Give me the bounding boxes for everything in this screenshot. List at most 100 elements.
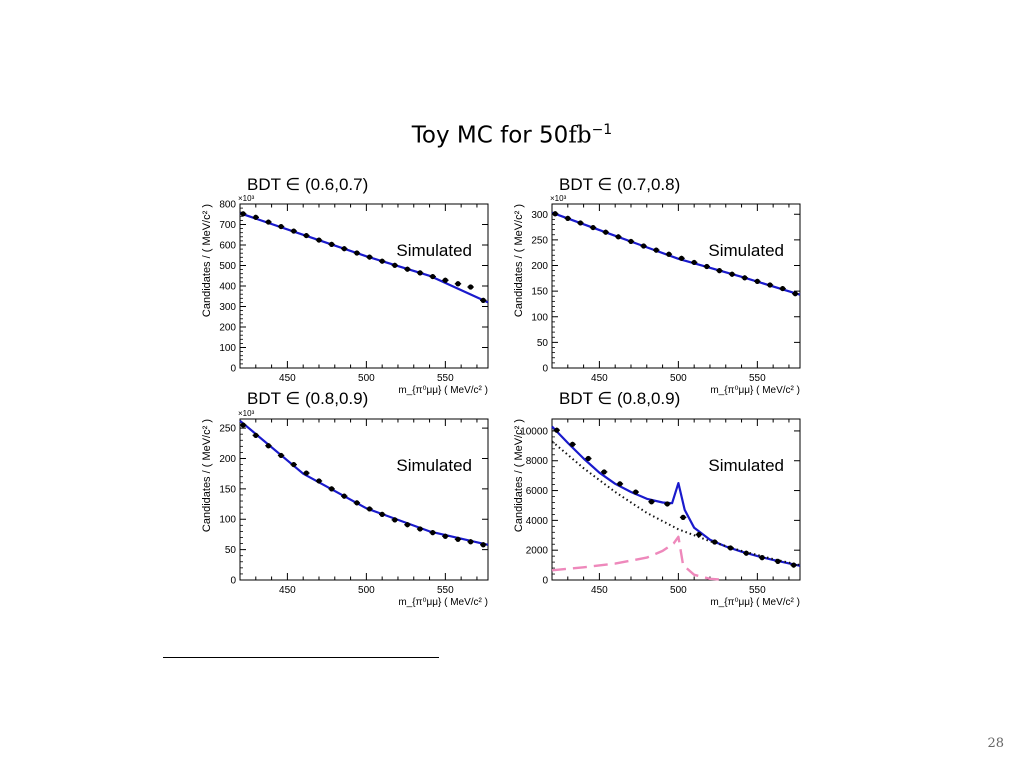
y-tick-label: 200 — [219, 454, 236, 465]
panel-title: BDT ∈ (0.8,0.9) — [247, 389, 368, 408]
x-tick-label: 450 — [279, 585, 296, 596]
y-tick-label: 100 — [219, 343, 236, 354]
x-tick-label: 550 — [749, 585, 766, 596]
panel-title: BDT ∈ (0.8,0.9) — [559, 389, 680, 408]
y-tick-label: 10000 — [520, 426, 548, 437]
y-tick-label: 800 — [219, 200, 236, 211]
y-tick-label: 300 — [219, 302, 236, 313]
data-point — [554, 427, 560, 433]
data-point — [417, 526, 423, 532]
panel-title: BDT ∈ (0.6,0.7) — [247, 175, 368, 194]
x-tick-label: 550 — [437, 373, 454, 384]
data-point — [329, 241, 335, 247]
y-multiplier: ×10³ — [238, 194, 255, 203]
data-point — [666, 251, 672, 257]
data-point — [653, 247, 659, 253]
x-axis-label: m_{π⁰μμ} ( MeV/c² ) — [398, 385, 488, 396]
y-tick-label: 100 — [531, 312, 548, 323]
data-point — [704, 263, 710, 270]
plot-frame — [551, 418, 801, 581]
data-point — [316, 237, 322, 243]
slide-title-text: Toy MC for 50 — [411, 122, 569, 149]
simulated-annotation: Simulated — [708, 456, 784, 475]
data-point — [664, 501, 670, 507]
data-point — [303, 232, 309, 239]
data-point — [265, 443, 272, 449]
data-point — [442, 277, 448, 283]
y-tick-label: 0 — [230, 364, 236, 375]
x-tick-label: 450 — [279, 373, 296, 384]
x-axis-label: m_{π⁰μμ} ( MeV/c² ) — [398, 597, 488, 608]
fit-curve-fit — [239, 419, 489, 546]
data-point — [329, 486, 335, 492]
y-tick-label: 150 — [531, 287, 548, 298]
y-tick-label: 500 — [219, 261, 236, 272]
x-tick-label: 500 — [358, 585, 375, 596]
x-tick-label: 500 — [670, 373, 687, 384]
data-point — [577, 220, 584, 226]
slide-title-exponent: −1 — [591, 122, 613, 138]
x-tick-label: 500 — [670, 585, 687, 596]
data-point — [754, 278, 760, 284]
data-point — [641, 243, 647, 249]
y-tick-label: 150 — [219, 484, 236, 495]
y-axis-label: Candidates / ( MeV/c² ) — [513, 419, 525, 532]
data-point — [480, 542, 486, 548]
data-point — [617, 481, 623, 487]
data-point — [729, 271, 735, 277]
data-point — [278, 452, 284, 459]
data-point — [696, 531, 702, 538]
data-point — [590, 224, 596, 231]
fit-curve-total-fit — [551, 425, 801, 567]
y-multiplier: ×10³ — [238, 409, 255, 418]
data-point — [455, 281, 461, 287]
data-point — [603, 229, 609, 235]
y-multiplier: ×10³ — [550, 194, 567, 203]
simulated-annotation: Simulated — [396, 456, 472, 475]
data-point — [303, 470, 309, 476]
data-point — [601, 469, 607, 475]
y-tick-label: 200 — [531, 261, 548, 272]
data-point — [565, 215, 571, 221]
data-point — [552, 211, 558, 217]
data-point — [278, 223, 284, 230]
data-point — [742, 275, 748, 281]
data-point — [240, 422, 246, 428]
y-tick-label: 4000 — [526, 516, 549, 527]
data-point — [430, 273, 436, 280]
data-point — [480, 297, 486, 303]
data-point — [291, 228, 297, 234]
data-point — [633, 489, 639, 495]
y-tick-label: 300 — [531, 210, 548, 221]
y-tick-label: 400 — [219, 282, 236, 293]
y-tick-label: 100 — [219, 515, 236, 526]
data-point — [366, 506, 373, 512]
y-tick-label: 0 — [542, 364, 548, 375]
data-point — [468, 539, 474, 545]
chart-panel-2: BDT ∈ (0.7,0.8) Simulated ×10³ 0 50 100 150 200… — [513, 175, 801, 396]
data-point — [780, 285, 786, 292]
y-tick-label: 600 — [219, 241, 236, 252]
data-point — [430, 530, 436, 536]
x-tick-label: 550 — [749, 373, 766, 384]
data-point — [759, 555, 765, 561]
simulated-annotation: Simulated — [708, 241, 784, 260]
slide-title-unit: fb — [568, 122, 592, 149]
plot-frame — [551, 203, 801, 369]
data-point — [341, 493, 347, 499]
y-tick-label: 250 — [531, 235, 548, 246]
x-tick-label: 450 — [591, 373, 608, 384]
data-point — [379, 511, 385, 517]
data-point — [404, 266, 411, 272]
data-point — [404, 522, 411, 528]
data-point — [354, 500, 360, 506]
x-axis-label: m_{π⁰μμ} ( MeV/c² ) — [710, 597, 800, 608]
data-point — [585, 455, 591, 462]
y-tick-label: 0 — [542, 576, 548, 587]
data-point — [392, 517, 398, 523]
data-point — [253, 432, 259, 439]
y-tick-label: 8000 — [526, 456, 549, 467]
data-point — [316, 478, 322, 484]
slide-title: Toy MC for 50fb−1 — [0, 122, 1024, 149]
footnote-rule — [163, 657, 439, 658]
